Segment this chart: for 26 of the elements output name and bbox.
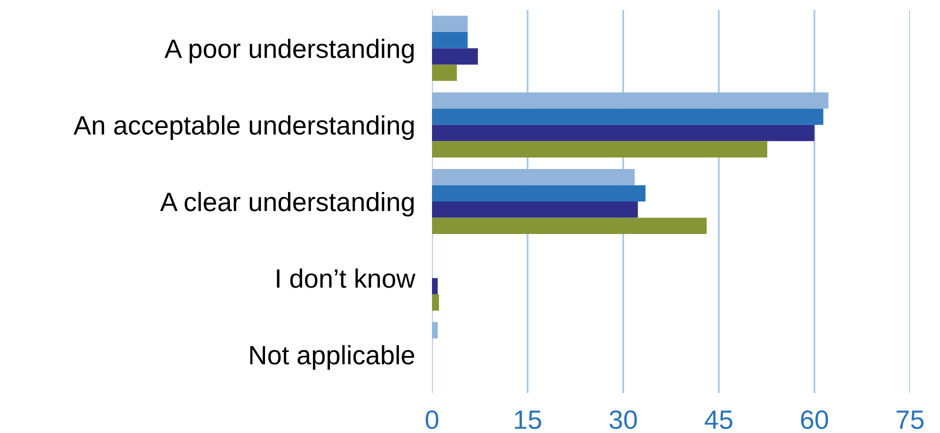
bar [432,92,828,109]
y-tick-label: An acceptable understanding [74,115,414,140]
bar [432,64,457,81]
bar [432,124,814,142]
bar [432,202,638,218]
bar [432,141,768,158]
x-tick-label: 45 [704,410,732,430]
bar [432,218,707,234]
y-tick-label: A poor understanding [164,38,414,64]
bar [432,168,635,186]
y-tick-label: I don’t know [276,268,416,288]
x-tick-label: 30 [610,410,637,430]
bar [432,185,646,202]
x-tick-label: 60 [801,410,828,430]
bar [432,322,438,338]
bar [432,48,478,65]
x-tick-label: 15 [514,410,542,430]
y-tick-label: A clear understanding [160,192,414,217]
bar [432,278,438,294]
x-tick-label: 75 [896,410,924,430]
bar [432,32,468,48]
bar [432,108,824,125]
y-tick-label: Not applicable [250,345,414,370]
bar [432,16,468,32]
bar [432,294,440,311]
x-tick-label: 0 [426,410,438,430]
